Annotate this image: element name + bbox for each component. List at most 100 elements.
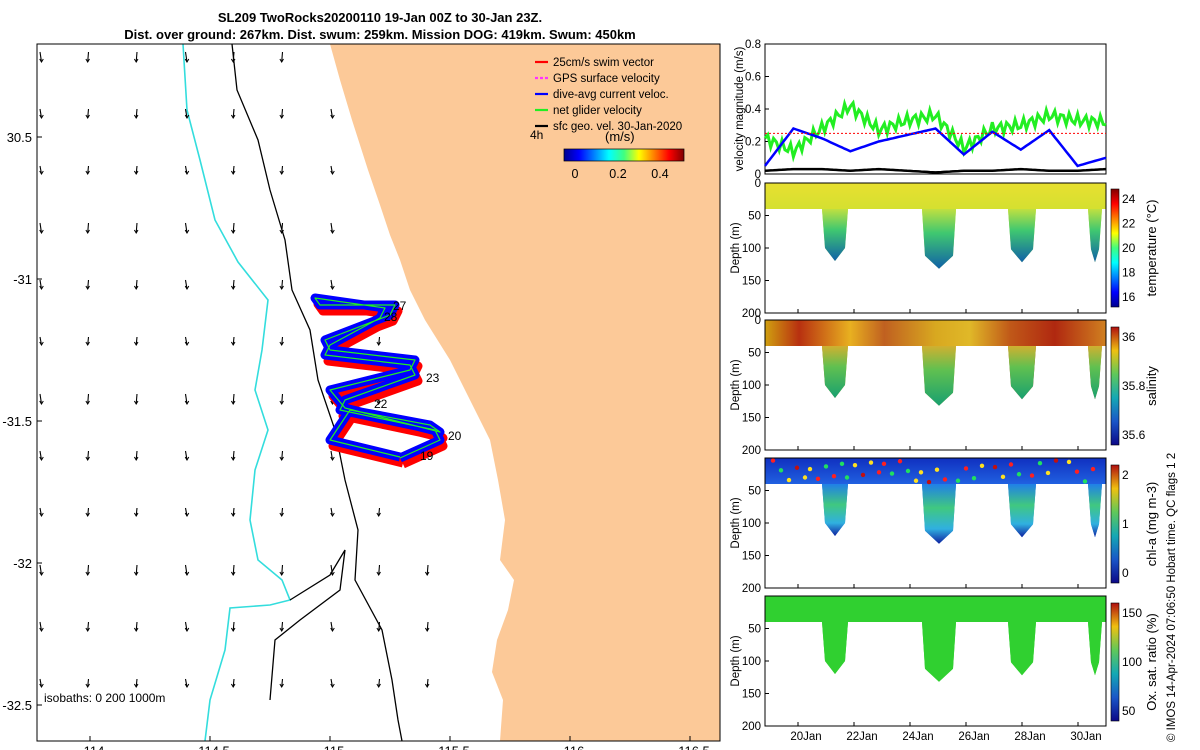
chl-sample-dot — [802, 475, 808, 480]
sfc-arrow-head — [85, 229, 90, 234]
sfc-arrow — [232, 678, 235, 688]
sfc-arrow — [135, 678, 138, 688]
section-colorbar-tick-label: 150 — [1122, 606, 1142, 620]
sfc-arrow-head — [376, 400, 381, 405]
sfc-arrow-head — [184, 512, 190, 517]
section-y-tick-label: 0 — [755, 315, 761, 327]
sfc-arrow-head — [279, 512, 284, 517]
sfc-arrow-head — [330, 285, 335, 290]
dive-profile-lobe — [822, 622, 848, 674]
sfc-arrow-head — [230, 229, 236, 234]
section-colorbar — [1110, 326, 1120, 446]
section-y-tick-label: 150 — [742, 413, 761, 425]
section-y-tick-label: 150 — [742, 689, 761, 701]
dive-profile-lobe — [922, 346, 956, 406]
chl-sample-dot — [1053, 458, 1059, 463]
section-y-tick-label: 50 — [748, 486, 761, 498]
vel-series-line — [763, 98, 1107, 163]
sfc-arrow — [87, 336, 90, 346]
day-label: 23 — [426, 371, 440, 385]
sfc-arrow-head — [184, 683, 190, 688]
sfc-arrow-head — [39, 114, 44, 119]
sfc-arrow-head — [376, 512, 381, 517]
sfc-arrow — [232, 51, 235, 63]
sfc-arrow — [232, 507, 235, 517]
x-tick-label: 116 — [564, 744, 585, 750]
chl-sample-dot — [926, 479, 932, 485]
day-label: 20 — [448, 429, 462, 443]
sfc-arrow — [135, 393, 138, 405]
sfc-arrow-head — [133, 58, 139, 63]
section-y-tick-label: 50 — [748, 348, 761, 360]
sfc-arrow-head — [230, 400, 236, 405]
dive-profile-lobe — [822, 346, 848, 398]
figure-title-line2: Dist. over ground: 267km. Dist. swum: 25… — [124, 27, 636, 42]
sfc-arrow-head — [279, 627, 284, 632]
sfc-arrow-head — [184, 341, 190, 346]
sfc-arrow-head — [184, 400, 190, 405]
sfc-arrow-head — [279, 285, 284, 290]
dive-profile-lobe — [1008, 484, 1036, 538]
sfc-velocity-arrows — [39, 51, 430, 688]
section-colorbar-label: Ox. sat. ratio (%) — [1144, 613, 1159, 711]
sfc-arrow-head — [133, 627, 139, 632]
sfc-arrow — [281, 507, 284, 517]
section-colorbar-tick-label: 100 — [1122, 655, 1142, 669]
colorbar-tick-label: 0.4 — [651, 167, 668, 181]
sfc-arrow-head — [424, 683, 430, 688]
chl-sample-dot — [786, 477, 792, 483]
sfc-arrow-head — [85, 285, 90, 290]
chl-sample-dot — [1016, 472, 1022, 477]
section-colorbar-tick-label: 20 — [1122, 241, 1136, 255]
sfc-arrow-head — [279, 58, 284, 63]
dive-profile-lobe — [922, 622, 956, 682]
sfc-arrow — [87, 507, 90, 517]
sfc-arrow-head — [184, 229, 190, 234]
chl-sample-dot — [831, 474, 837, 479]
sfc-arrow — [135, 336, 138, 346]
sfc-arrow-head — [279, 341, 284, 346]
sfc-arrow-head — [39, 58, 44, 63]
chl-sample-dot — [992, 464, 998, 470]
sfc-arrow — [232, 279, 235, 290]
sfc-arrow-head — [330, 114, 335, 119]
sfc-arrow-head — [330, 512, 335, 517]
sfc-arrow — [87, 165, 90, 175]
figure-title-line1: SL209 TwoRocks20200110 19-Jan 00Z to 30-… — [217, 10, 543, 25]
sfc-arrow — [135, 279, 138, 290]
section-colorbar-tick-label: 35.8 — [1122, 379, 1146, 393]
chl-sample-dot — [1090, 466, 1096, 472]
sfc-arrow-head — [85, 114, 90, 119]
chl-sample-dot — [918, 470, 924, 475]
sfc-arrow — [135, 108, 138, 119]
sfc-arrow-head — [230, 170, 236, 175]
section-colorbar-label: temperature (°C) — [1144, 200, 1159, 297]
section-y-tick-label: 100 — [742, 380, 761, 392]
sfc-arrow-head — [230, 341, 236, 346]
day-label: 28 — [384, 310, 398, 324]
sfc-arrow-head — [184, 456, 190, 461]
chl-sample-dot — [770, 458, 776, 463]
vel-y-tick-label: 0.4 — [745, 104, 762, 116]
sfc-arrow-head — [376, 341, 381, 346]
dive-profile-lobe — [1008, 346, 1036, 400]
section-x-tick-label: 30Jan — [1070, 731, 1101, 743]
sfc-arrow-head — [376, 627, 381, 632]
sfc-arrow-head — [230, 456, 236, 461]
chl-sample-dot — [876, 470, 882, 475]
sfc-arrow-head — [184, 58, 190, 63]
section-colorbar-tick-label: 35.6 — [1122, 428, 1146, 442]
isobath-200m — [231, 44, 403, 741]
chl-sample-dot — [1045, 470, 1051, 476]
sfc-arrow — [87, 450, 90, 461]
sfc-arrow-head — [230, 512, 236, 517]
chl-sample-dot — [844, 475, 850, 480]
section-colorbar — [1110, 602, 1120, 722]
sfc-arrow-head — [133, 571, 139, 576]
y-tick-label: -31.5 — [2, 414, 32, 429]
sfc-arrow — [87, 564, 90, 576]
sfc-arrow — [87, 621, 90, 632]
